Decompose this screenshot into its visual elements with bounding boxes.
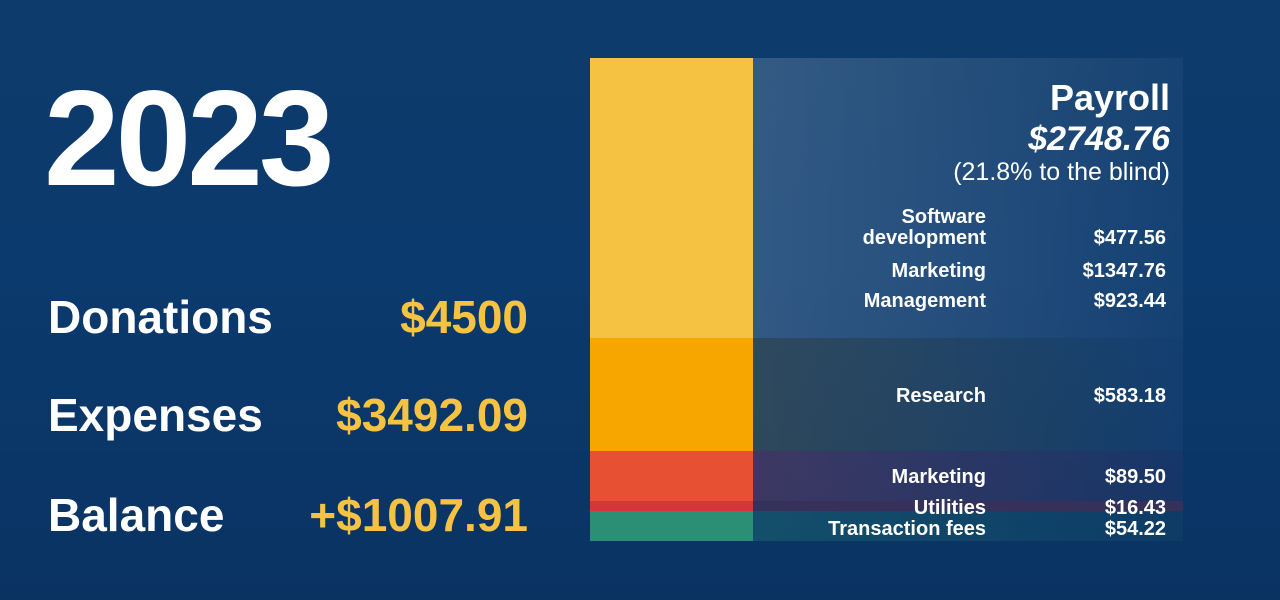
- year-heading: 2023: [44, 62, 335, 214]
- transaction-fees-panel: [753, 511, 1183, 541]
- payroll-amount: $2748.76: [1028, 120, 1170, 158]
- management-amount: $923.44: [1093, 290, 1166, 312]
- research-bar: [590, 338, 753, 451]
- research-label: Research: [895, 385, 986, 407]
- payroll-bar: [590, 58, 753, 338]
- payroll-marketing-amount: $1347.76: [1082, 260, 1166, 282]
- research-amount: $583.18: [1093, 385, 1166, 407]
- payroll-title: Payroll: [1049, 77, 1170, 118]
- utilities-amount: $16.43: [1104, 497, 1166, 519]
- donations-label: Donations: [48, 291, 273, 343]
- payroll-panel: [753, 58, 1183, 338]
- balance-value: +$1007.91: [309, 489, 528, 541]
- utilities-bar: [590, 501, 753, 511]
- marketing-label: Marketing: [891, 466, 986, 488]
- payroll-note: (21.8% to the blind): [953, 158, 1170, 186]
- transaction-fees-label: Transaction fees: [828, 518, 986, 540]
- software-development-amount: $477.56: [1093, 227, 1166, 249]
- research-panel: [753, 338, 1183, 451]
- transaction-fees-bar: [590, 511, 753, 541]
- expenses-value: $3492.09: [336, 389, 528, 441]
- marketing-bar: [590, 451, 753, 501]
- software-development-label-line2: development: [862, 227, 986, 249]
- marketing-amount: $89.50: [1104, 466, 1166, 488]
- management-label: Management: [863, 290, 986, 312]
- utilities-label: Utilities: [913, 497, 986, 519]
- balance-label: Balance: [48, 489, 225, 541]
- transaction-fees-amount: $54.22: [1104, 518, 1166, 540]
- software-development-label-line1: Software: [901, 206, 986, 228]
- marketing-panel: [753, 451, 1183, 501]
- donations-value: $4500: [400, 291, 528, 343]
- expenses-label: Expenses: [48, 389, 263, 441]
- utilities-panel: [753, 501, 1183, 511]
- payroll-marketing-label: Marketing: [891, 260, 986, 282]
